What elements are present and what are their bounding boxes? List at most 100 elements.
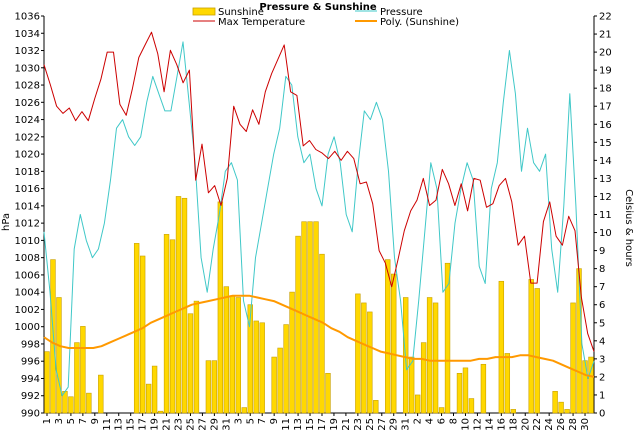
x-tick-label: 8 [449, 418, 460, 424]
x-tick-label: 17 [138, 418, 149, 431]
x-tick-label: 26 [556, 418, 567, 431]
x-tick-label: 28 [568, 418, 579, 431]
y-left-tick-label: 1004 [15, 288, 40, 299]
y-right-tick-label: 3 [599, 354, 605, 365]
sunshine-bar [391, 273, 397, 414]
sunshine-bar [289, 291, 295, 414]
x-tick-label: 6 [437, 418, 448, 424]
sunshine-bar [319, 253, 325, 414]
legend-label: Sunshine [218, 7, 264, 18]
sunshine-bar [283, 324, 289, 414]
sunshine-bar [259, 322, 265, 414]
max-temperature-line [43, 31, 595, 352]
y-right-tick-label: 11 [599, 210, 612, 221]
y-right-tick-label: 21 [599, 30, 612, 41]
sunshine-bar [157, 410, 164, 414]
y-right-tick-label: 18 [599, 84, 612, 95]
y-left-tick-label: 1016 [15, 184, 40, 195]
x-tick-label: 29 [389, 418, 400, 431]
sunshine-bar [98, 374, 104, 414]
x-tick-label: 15 [126, 418, 137, 431]
x-tick-label: 23 [353, 418, 364, 431]
y-left-tick-label: 998 [21, 339, 40, 350]
x-tick-label: 16 [496, 418, 507, 431]
sunshine-bar [504, 353, 511, 414]
x-tick-label: 21 [162, 418, 173, 431]
x-tick-label: 4 [425, 418, 436, 424]
sunshine-bar [145, 383, 152, 414]
legend-label: Pressure [380, 7, 423, 18]
y-right-tick-label: 15 [599, 138, 612, 149]
x-tick-label: 5 [66, 418, 77, 424]
sunshine-bar [570, 302, 576, 414]
y-right-tick-label: 2 [599, 372, 605, 383]
y-left-tick-label: 1012 [15, 219, 40, 230]
y-left-tick-label: 1026 [15, 98, 40, 109]
sunshine-bar [426, 297, 433, 414]
x-tick-label: 7 [78, 418, 89, 424]
legend-swatch-sunshine [192, 7, 216, 16]
y-right-tick-label: 20 [599, 48, 612, 59]
sunshine-bar [80, 326, 86, 414]
y-left-tick-label: 1034 [15, 29, 40, 40]
x-tick-label: 27 [197, 418, 208, 431]
sunshine-bar [414, 394, 421, 414]
sunshine-bar [313, 221, 319, 414]
y-left-tick-label: 1014 [15, 201, 40, 212]
y-left-tick-label: 1018 [15, 167, 40, 178]
sunshine-bar [235, 297, 241, 414]
x-tick-label: 31 [221, 418, 232, 431]
x-tick-label: 10 [460, 418, 471, 431]
y-left-tick-label: 1030 [15, 63, 40, 74]
x-tick-label: 31 [401, 418, 412, 431]
sunshine-bar [86, 392, 92, 414]
y-left-tick-label: 1000 [15, 322, 40, 333]
sunshine-bar [223, 286, 230, 414]
sunshine-bar [247, 304, 253, 414]
x-tick-label: 13 [293, 418, 304, 431]
sunshine-bar [241, 407, 247, 414]
x-tick-label: 13 [114, 418, 125, 431]
x-tick-label: 11 [281, 418, 292, 431]
sunshine-bar [462, 367, 469, 414]
sunshine-bar [211, 360, 218, 414]
x-tick-label: 30 [580, 418, 591, 431]
y-left-tick-label: 990 [21, 409, 40, 420]
sunshine-bar [181, 197, 188, 414]
x-tick-label: 7 [257, 418, 268, 424]
x-tick-label: 3 [54, 418, 65, 424]
sunshine-bar [385, 259, 391, 414]
x-tick-label: 24 [544, 418, 555, 431]
x-tick-label: 14 [484, 418, 495, 431]
sunshine-bar [169, 239, 176, 414]
sunshine-bar [229, 295, 236, 414]
y-right-tick-label: 5 [599, 318, 605, 329]
x-tick-label: 29 [209, 418, 220, 431]
pressure-line [43, 41, 595, 397]
legend-label: Max Temperature [218, 17, 305, 28]
x-tick-label: 1 [42, 418, 53, 424]
sunshine-bar [133, 243, 140, 414]
x-tick-label: 23 [174, 418, 185, 431]
y-left-tick-label: 1028 [15, 81, 40, 92]
sunshine-bar [163, 234, 170, 414]
sunshine-bar [74, 342, 80, 414]
x-tick-label: 27 [377, 418, 388, 431]
sunshine-bar [534, 288, 540, 414]
y-right-tick-label: 14 [599, 156, 612, 167]
x-tick-label: 19 [329, 418, 340, 431]
y-right-tick-label: 4 [599, 336, 605, 347]
sunshine-bar [468, 398, 475, 414]
y-left-tick-label: 1022 [15, 132, 40, 143]
y-left-tick-label: 996 [21, 357, 40, 368]
sunshine-bar [253, 320, 259, 414]
x-tick-label: 9 [269, 418, 280, 424]
chart-title: Pressure & Sunshine [259, 2, 377, 13]
x-tick-label: 5 [245, 418, 256, 424]
sunshine-bar [480, 363, 487, 414]
y-right-tick-label: 6 [599, 300, 605, 311]
y-right-tick-label: 0 [599, 409, 605, 420]
sunshine-bar [151, 365, 158, 414]
sunshine-bar [295, 235, 301, 414]
y-right-tick-label: 16 [599, 120, 612, 131]
